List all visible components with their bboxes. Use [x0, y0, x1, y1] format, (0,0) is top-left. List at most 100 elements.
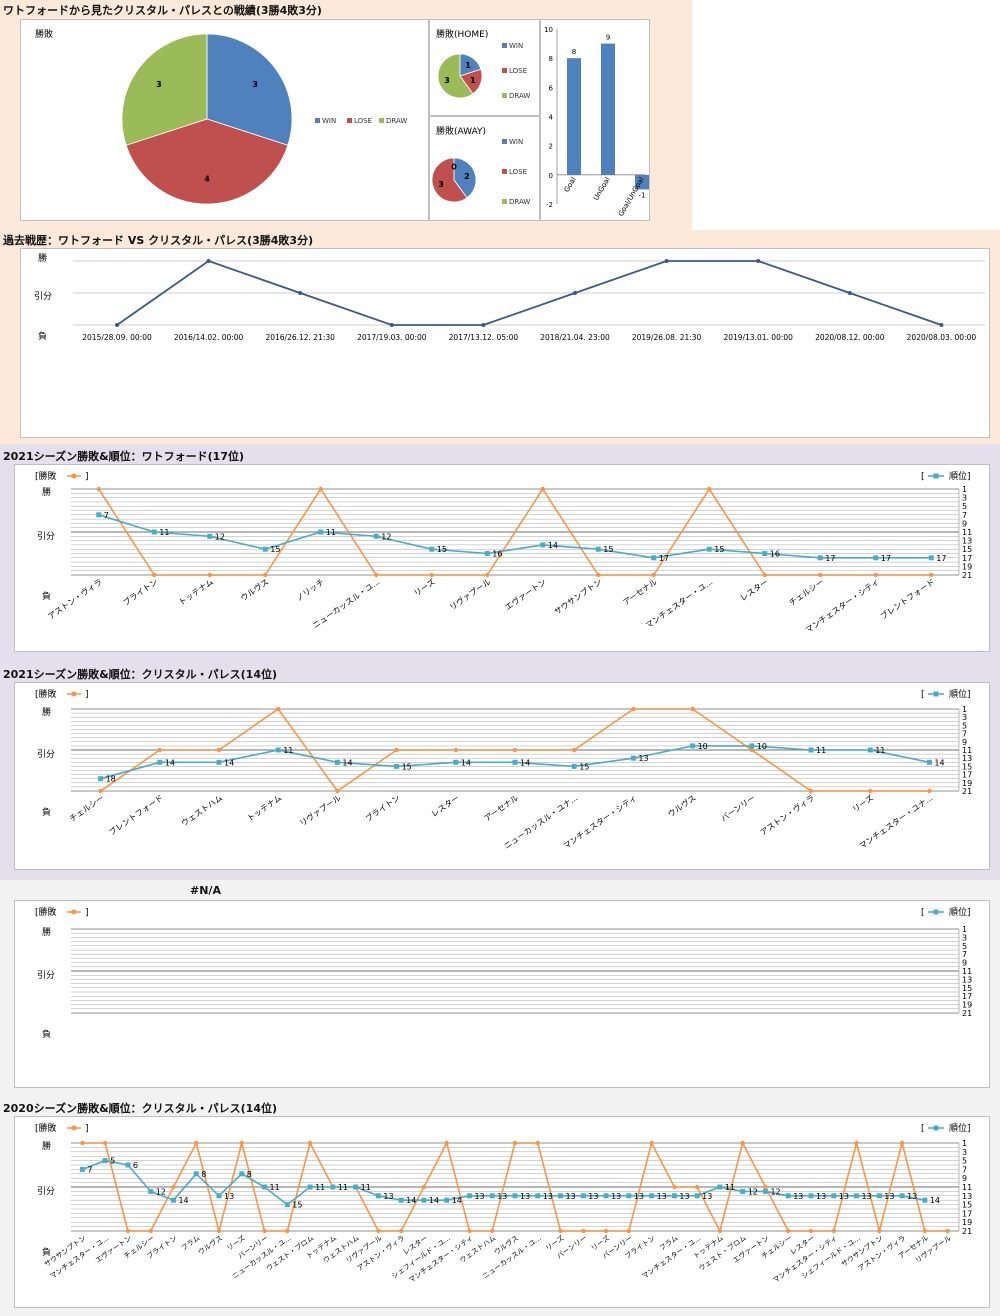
na-panel: [勝敗][順位] 1 3 5 7 9 11 13 15 17 19 21 勝引分負: [14, 900, 990, 1088]
rank-point: [630, 755, 636, 761]
rank-point: [239, 1171, 245, 1177]
x-tick-label: トッテナム: [177, 577, 215, 607]
na-title: #N/A: [190, 884, 221, 897]
result-point: [596, 572, 601, 578]
pie-slice-win: [206, 33, 293, 146]
palace-panel: [勝敗][順位] 1 3 5 7 9 11 13 15 17 19 21 勝引分負 18 14 14 11 14 1…: [14, 682, 990, 870]
rank-value-label: 15: [402, 762, 412, 771]
rank-tick-label: 7: [962, 511, 967, 520]
x-tick-label: リーズ: [850, 792, 875, 814]
x-tick-label: 2019/13.01. 00:00: [723, 333, 793, 342]
pie-total-panel: 勝敗 3 4 3 WIN LOSE DRAW: [20, 19, 429, 221]
rank-value-label: 15: [292, 1201, 302, 1210]
legend-label-draw: DRAW: [509, 92, 530, 100]
pie-slice-label: 2: [464, 172, 470, 181]
rank-value-label: 18: [106, 775, 116, 784]
rank-value-label: 13: [839, 1192, 849, 1201]
rank-value-label: 11: [315, 1183, 325, 1192]
result-point: [194, 1140, 199, 1146]
rank-line: [98, 514, 932, 559]
bar-0: [567, 58, 581, 175]
rank-point: [444, 1197, 450, 1203]
rank-value-label: 15: [603, 545, 613, 554]
x-tick-label: リーズ: [412, 576, 437, 598]
result-point: [429, 572, 434, 578]
result-point: [868, 788, 873, 794]
rank-point: [922, 1197, 928, 1203]
rank-tick-label: 7: [962, 1165, 967, 1174]
rank-point: [307, 1184, 313, 1190]
legend-swatch-lose: [347, 118, 352, 123]
rank-value-label: 14: [224, 758, 234, 767]
result-point: [651, 572, 656, 578]
result-point: [276, 706, 281, 712]
rank-tick-label: 15: [962, 984, 972, 993]
rank-value-label: 6: [133, 1161, 138, 1170]
y-tick-label: 6: [549, 84, 554, 92]
rank-value-label: 12: [381, 532, 391, 541]
x-tick-label: ブレントフォード: [107, 792, 165, 837]
result-point: [631, 706, 636, 712]
result-point: [207, 572, 212, 578]
history-panel: 勝引分負 2015/28.09. 00:00 2016/14.02. 00:00 20…: [20, 248, 990, 438]
rank-tick-label: 15: [962, 1201, 972, 1210]
result-point: [171, 1184, 176, 1190]
rank-tick-label: 9: [962, 738, 967, 747]
watford-panel: [勝敗][順位] 1 3 5 7 9 11 13 15 17 19 21 勝引分負 7 11 12 15 11 12…: [14, 464, 990, 652]
x-tick-label: ブライトン: [363, 792, 402, 823]
legend-label-draw: DRAW: [509, 198, 530, 206]
x-tick-label: Goal: [563, 176, 578, 194]
rank-value-label: 15: [714, 545, 724, 554]
rank-tick-label: 13: [962, 754, 972, 763]
result-point: [335, 788, 340, 794]
rank-value-label: 11: [875, 746, 885, 755]
rank-point: [540, 542, 546, 548]
result-point: [808, 788, 814, 794]
rank-value-label: 16: [492, 550, 502, 559]
rank-value-label: 14: [520, 758, 530, 767]
result-point: [945, 1228, 950, 1234]
rank-value-label: 11: [361, 1183, 371, 1192]
history-point: [847, 291, 852, 295]
rank-value-label: 14: [165, 758, 175, 767]
rank-value-label: 13: [816, 1192, 826, 1201]
watford-title: 2021シーズン勝敗&順位：ワトフォード(17位): [3, 450, 245, 463]
rank-value-label: 11: [283, 746, 293, 755]
y-tick-label: 0: [549, 172, 553, 180]
rank-point: [740, 1188, 746, 1194]
rank-point: [749, 743, 755, 749]
legend-result-label: [勝敗: [35, 906, 57, 918]
rank-value-label: 11: [816, 746, 826, 755]
pie-slice-label: 3: [438, 180, 444, 189]
legend-result-marker: [71, 1125, 77, 1131]
legend-rank-open: [: [921, 1124, 925, 1134]
rank-tick-label: 19: [962, 1001, 972, 1010]
y-category-label: 引分: [37, 749, 55, 760]
x-tick-label: レスター: [739, 577, 770, 603]
result-point: [572, 747, 577, 753]
rank-tick-label: 1: [962, 925, 967, 934]
rank-tick-label: 5: [962, 942, 967, 951]
rank-value-label: 15: [270, 545, 280, 554]
rank-point: [717, 1184, 723, 1190]
rank-value-label: 11: [270, 1183, 280, 1192]
rank-tick-label: 11: [962, 1183, 972, 1192]
rank-tick-label: 5: [962, 1157, 967, 1166]
result-point: [877, 1228, 882, 1234]
rank-value-label: 17: [936, 554, 946, 563]
rank-point: [102, 1158, 108, 1164]
bar-1: [601, 43, 615, 175]
legend-rank-marker: [933, 473, 939, 479]
rank-point: [330, 1184, 336, 1190]
rank-point: [808, 747, 814, 753]
result-point: [80, 1140, 85, 1146]
legend-label-draw: DRAW: [386, 117, 407, 125]
palace2020-title: 2020シーズン勝敗&順位：クリスタル・パレス(14位): [3, 1102, 278, 1115]
rank-value-label: 17: [659, 554, 669, 563]
y-tick-label: 8: [549, 55, 553, 63]
legend-result-label: [勝敗: [35, 688, 57, 700]
x-tick-label: チェルシー: [787, 577, 825, 607]
rank-tick-label: 17: [962, 771, 972, 780]
